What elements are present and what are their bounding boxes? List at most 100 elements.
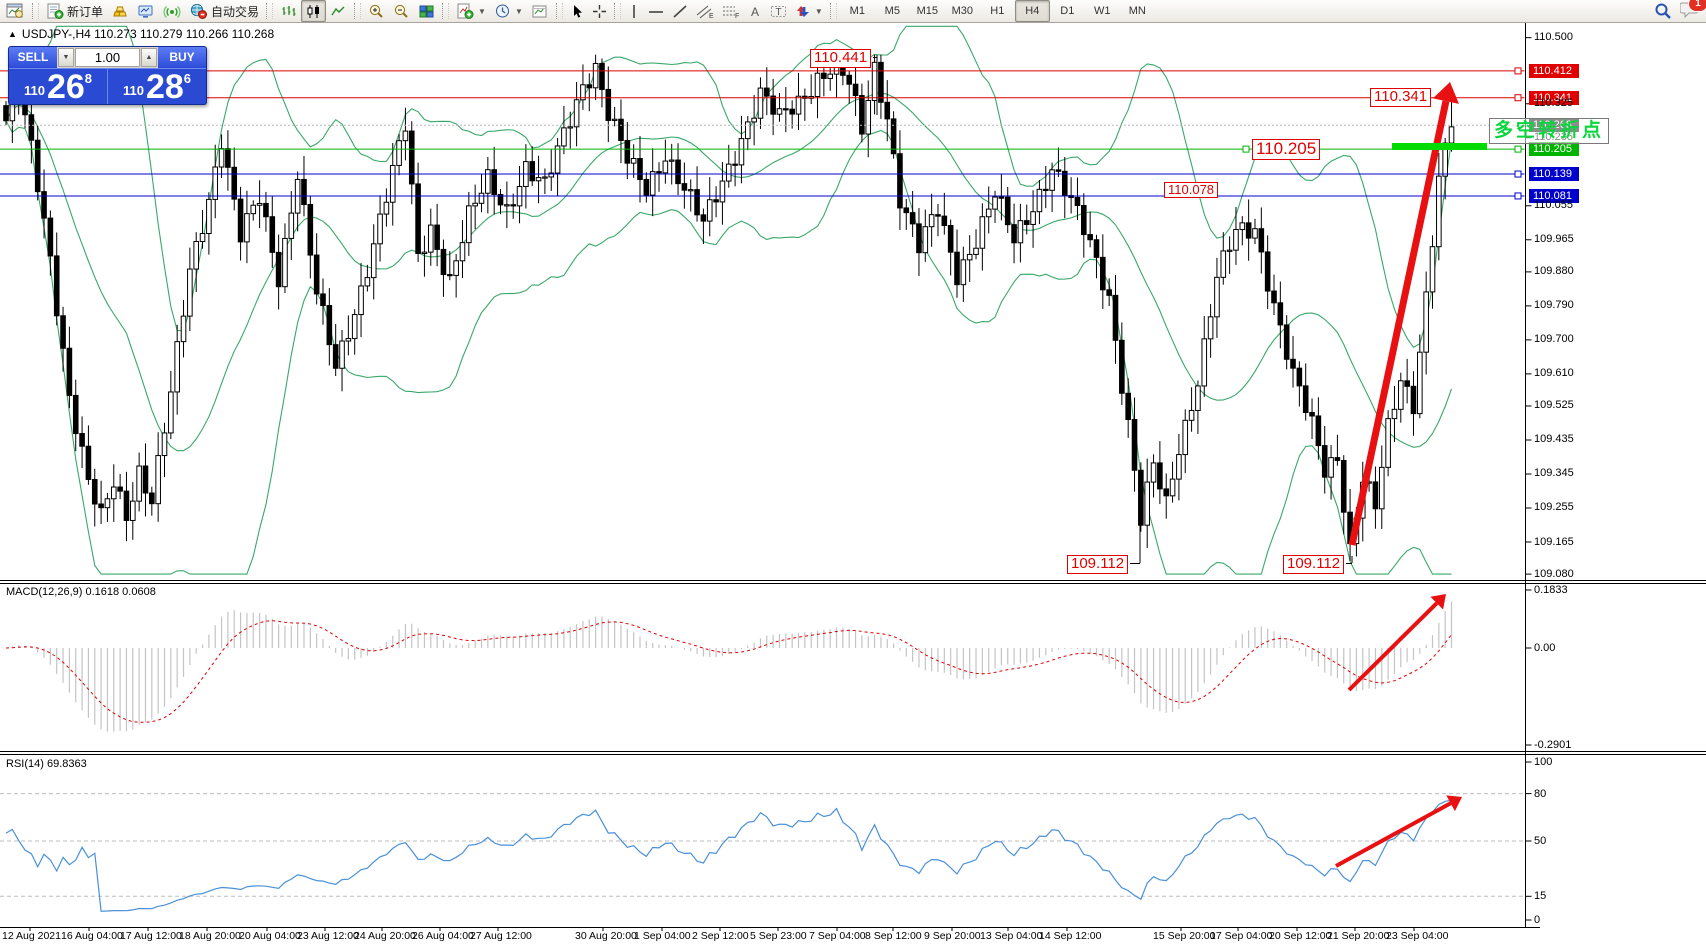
price-callout[interactable]: 110.205 [1252, 139, 1321, 160]
bear-candle [142, 465, 149, 494]
bar-chart-mode-button[interactable] [276, 0, 301, 22]
line-handle[interactable] [1514, 192, 1522, 200]
bear-candle [28, 114, 35, 141]
timeframe-button-h4[interactable]: H4 [1014, 0, 1050, 22]
toolbar-grip[interactable] [32, 3, 39, 19]
cursor-tool-button[interactable] [566, 0, 588, 22]
indicators-button[interactable]: ▼ [452, 0, 490, 22]
bull-candle [725, 163, 732, 182]
time-axis-label: 24 Aug 20:00 [354, 930, 416, 942]
zoom-out-button[interactable] [389, 0, 414, 22]
vline-tool-button[interactable] [624, 0, 644, 22]
autotrading-button[interactable]: 自动交易 [185, 0, 263, 22]
bear-candle [954, 251, 960, 286]
signals-button[interactable] [159, 0, 185, 22]
bull-candle [1378, 466, 1385, 510]
timeframe-button-m1[interactable]: M1 [849, 5, 865, 17]
label-tool-button[interactable]: T [766, 0, 791, 22]
search-icon[interactable] [1654, 2, 1672, 20]
timeframe-button-m30[interactable]: M30 [951, 5, 973, 17]
bull-candle [542, 176, 548, 179]
periods-button[interactable]: ▼ [490, 0, 527, 22]
bull-candle [193, 240, 199, 270]
toolbar-grip[interactable] [442, 3, 450, 19]
text-tool-button[interactable]: A [744, 0, 766, 22]
line-handle[interactable] [1514, 145, 1522, 153]
price-tick-label: 109.435 [1534, 433, 1574, 445]
timeframe-button-d1[interactable]: D1 [1060, 5, 1075, 17]
zoom-in-button[interactable] [364, 0, 389, 22]
bear-candle [947, 225, 954, 253]
turning-point-bar[interactable] [1392, 143, 1487, 150]
line-handle[interactable] [1242, 145, 1250, 153]
turning-point-note[interactable]: 多空转折点 [1489, 118, 1610, 144]
notification-badge: 1 [1688, 0, 1706, 12]
trend-arrow[interactable] [1335, 795, 1462, 868]
volume-decrease-button[interactable]: ▼ [58, 48, 74, 67]
volume-value[interactable]: 1.00 [75, 48, 140, 67]
new-order-label: 新订单 [67, 4, 104, 19]
trend-arrow[interactable] [1348, 82, 1459, 546]
toolbar-grip[interactable] [266, 3, 274, 19]
buy-button[interactable]: BUY [158, 47, 206, 68]
buy-price-display[interactable]: 110 28 6 [107, 69, 206, 104]
timeframe-button-mn[interactable]: MN [1128, 5, 1146, 17]
sell-price-display[interactable]: 110 26 8 [9, 69, 107, 104]
bull-candle [687, 189, 694, 192]
new-chart-window-button[interactable] [2, 0, 29, 22]
price-callout[interactable]: 110.078 [1164, 182, 1219, 199]
crosshair-tool-button[interactable] [588, 0, 611, 22]
bear-candle [1023, 220, 1030, 225]
toolbar-grip[interactable] [613, 3, 621, 19]
collapse-triangle-icon[interactable]: ▲ [8, 29, 17, 39]
bull-candle [922, 226, 929, 254]
line-chart-mode-button[interactable] [326, 0, 351, 22]
toolbar-grip[interactable] [555, 3, 563, 19]
new-order-button[interactable]: 新订单 [42, 0, 107, 22]
templates-button[interactable] [527, 0, 553, 22]
price-tick-label: 109.880 [1534, 265, 1574, 277]
timeframe-button-w1[interactable]: W1 [1094, 5, 1111, 17]
tile-windows-button[interactable] [414, 0, 439, 22]
bull-candle [218, 148, 225, 168]
toolbar-grip[interactable] [354, 3, 362, 19]
price-callout[interactable]: 109.112 [1283, 555, 1345, 574]
trend-arrow[interactable] [1347, 594, 1446, 692]
price-callout[interactable]: 110.341 [1370, 88, 1432, 107]
line-handle[interactable] [1514, 67, 1522, 75]
time-axis-label: 14 Sep 12:00 [1039, 930, 1102, 942]
line-handle[interactable] [1514, 94, 1522, 102]
price-callout[interactable]: 110.441 [810, 49, 872, 68]
market-depth-button[interactable] [107, 0, 133, 22]
bollinger-upper-band[interactable] [5, 25, 1453, 349]
line-handle[interactable] [1514, 170, 1522, 178]
volume-increase-button[interactable]: ▲ [141, 48, 157, 67]
timeframe-button-m5[interactable]: M5 [884, 5, 900, 17]
bull-candle [630, 158, 637, 164]
candlestick-mode-button[interactable] [301, 0, 327, 22]
bull-candle [992, 196, 998, 210]
arrows-tool-button[interactable]: ▼ [791, 0, 827, 22]
bull-candle [757, 87, 764, 119]
bull-candle [973, 247, 979, 255]
trendline-tool-button[interactable] [668, 0, 692, 22]
timeframe-button-m15[interactable]: M15 [916, 5, 938, 17]
bear-candle [269, 216, 276, 253]
fibonacci-tool-button[interactable]: F [718, 0, 744, 22]
channel-tool-button[interactable]: E [692, 0, 718, 22]
bear-candle [1245, 222, 1252, 239]
bear-candle [637, 158, 643, 180]
toolbar-grip[interactable] [829, 3, 837, 19]
bull-candle [174, 341, 180, 393]
timeframe-group: M1 M5 M15 M30 H1 H4 D1 W1 MN [840, 0, 1155, 22]
sell-button[interactable]: SELL [9, 47, 57, 68]
terminal-button[interactable] [133, 0, 159, 22]
price-callout[interactable]: 109.112 [1067, 555, 1129, 574]
timeframe-button-h1[interactable]: H1 [990, 5, 1005, 17]
chat-button[interactable]: 1 [1679, 0, 1706, 23]
bollinger-lower-band[interactable] [5, 120, 1452, 575]
templates-icon [532, 5, 547, 17]
hline-tool-button[interactable] [644, 0, 668, 22]
bull-candle [776, 108, 783, 115]
